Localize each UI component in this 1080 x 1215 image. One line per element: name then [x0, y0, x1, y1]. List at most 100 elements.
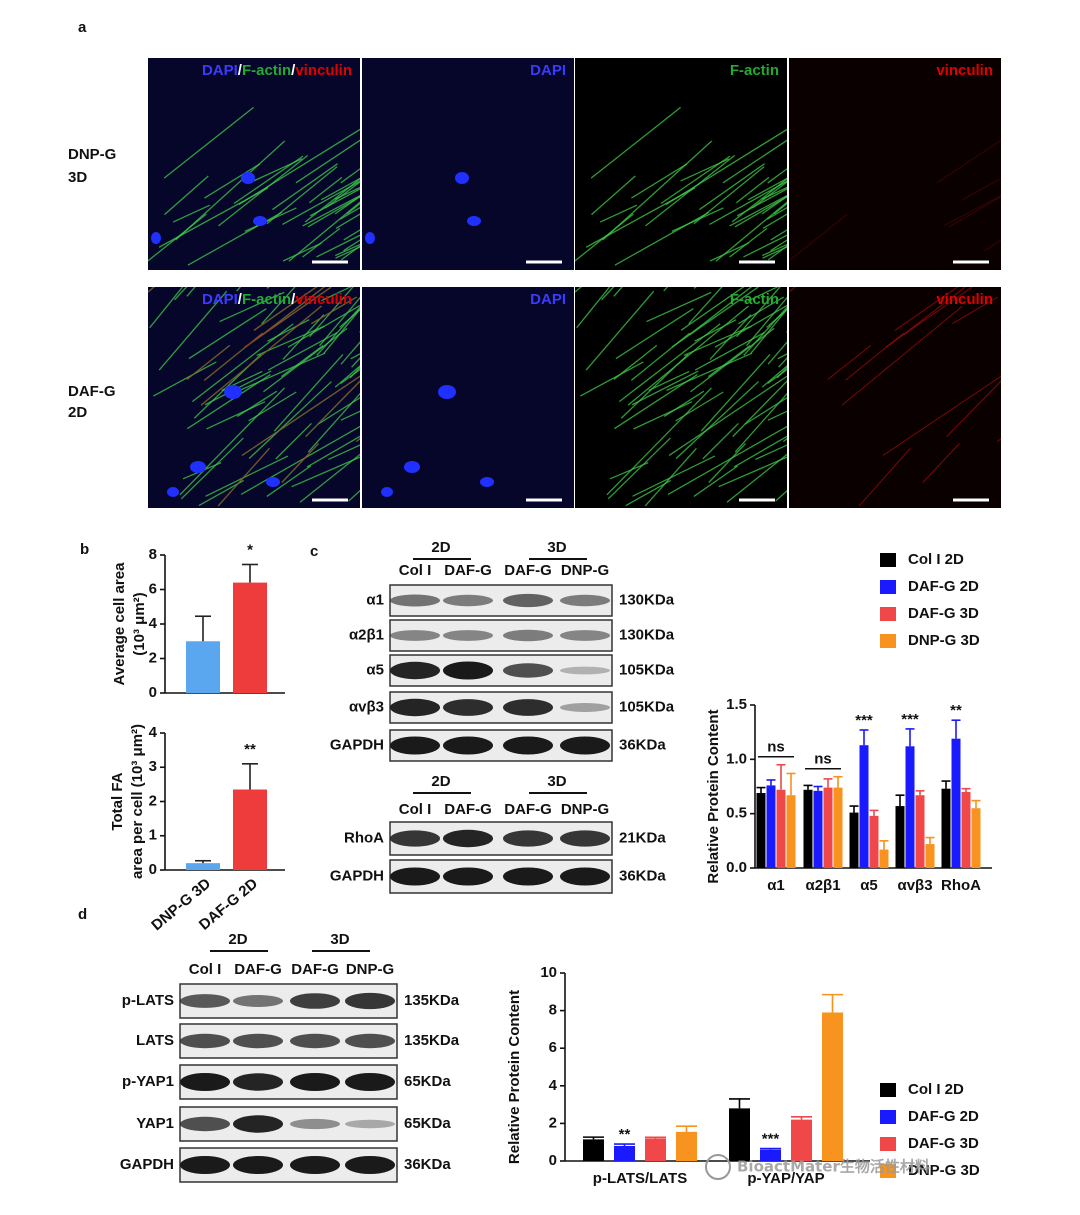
actin-fibre	[204, 163, 261, 199]
actin-fibre	[675, 381, 759, 459]
significance: **	[619, 1126, 631, 1143]
band	[560, 867, 610, 886]
micrograph: F-actin	[575, 58, 787, 270]
actin-fibre	[263, 327, 348, 393]
channel-label: F-actin	[730, 62, 779, 79]
vinculin-signal	[305, 380, 360, 437]
band	[345, 1073, 395, 1091]
y-tick-label: 6	[149, 580, 157, 597]
lane-label: Col I	[399, 562, 432, 579]
bar	[583, 1139, 604, 1161]
actin-fibre	[620, 353, 689, 419]
actin-fibre	[602, 140, 713, 241]
actin-fibre	[335, 246, 360, 259]
bar	[729, 1108, 750, 1161]
bar	[823, 787, 833, 868]
actin-fibre	[188, 308, 267, 360]
protein-label: α2β1	[349, 626, 384, 643]
band	[503, 699, 553, 716]
channel-label: DAPI	[530, 62, 566, 79]
bar	[676, 1131, 697, 1161]
y-tick-label: 2	[149, 792, 157, 809]
nucleus	[480, 477, 494, 487]
channel-label: F-actin	[730, 291, 779, 308]
micrograph: vinculin	[789, 287, 1001, 508]
vinculin-signal	[200, 305, 322, 406]
actin-fibre	[613, 373, 698, 430]
actin-fibre	[316, 234, 360, 258]
y-tick-label: 0	[149, 861, 157, 878]
actin-fibre	[239, 352, 326, 392]
protein-label: p-LATS	[122, 992, 174, 1009]
lane-label: DAF-G	[444, 562, 492, 579]
actin-fibre	[307, 392, 360, 453]
actin-fibre	[694, 331, 765, 371]
actin-fibre	[163, 106, 254, 179]
actin-fibre	[668, 375, 787, 456]
band	[390, 867, 440, 886]
legend-label: DAF-G 2D	[908, 578, 979, 595]
band	[443, 736, 493, 755]
micrograph: DAPI	[362, 58, 574, 270]
vinculin-signal	[241, 375, 360, 456]
actin-fibre	[606, 387, 712, 496]
vinculin-signal	[841, 305, 963, 406]
vinculin-signal	[952, 296, 998, 325]
actin-fibre	[755, 444, 787, 461]
size-label: 130KDa	[619, 626, 675, 643]
vinculin-signal	[253, 287, 318, 331]
actin-fibre	[205, 455, 289, 497]
vinculin-signal	[827, 344, 872, 380]
actin-fibre	[267, 331, 338, 371]
actin-fibre	[627, 305, 749, 406]
protein-label: αvβ3	[349, 698, 384, 715]
panel-label: d	[78, 906, 87, 923]
bar	[614, 1145, 635, 1161]
actin-fibre	[726, 453, 787, 503]
nucleus	[467, 216, 481, 226]
protein-label: RhoA	[344, 829, 384, 846]
band	[503, 736, 553, 755]
channel-label: DAPI/F-actin/vinculin	[202, 62, 352, 79]
actin-fibre	[736, 188, 787, 217]
actin-fibre	[309, 287, 354, 338]
actin-fibre	[328, 444, 360, 461]
x-tick-label: p-LATS/LATS	[593, 1170, 687, 1187]
lane-label: DAF-G	[504, 801, 552, 818]
vinculin-signal	[789, 213, 848, 262]
image-content	[789, 287, 1001, 507]
vinculin-signal	[984, 239, 1001, 252]
row-label: 2D	[68, 404, 87, 421]
y-tick-label: 1.5	[726, 696, 747, 713]
nucleus	[224, 385, 242, 399]
actin-fibre	[767, 245, 787, 261]
size-label: 135KDa	[404, 1032, 460, 1049]
bar	[971, 808, 981, 868]
actin-fibre	[752, 181, 787, 209]
actin-fibre	[770, 239, 787, 252]
channel-label: DAPI/F-actin/vinculin	[202, 291, 352, 308]
legend-label: DAF-G 2D	[908, 1108, 979, 1125]
actin-fibre	[302, 194, 360, 227]
y-axis-label: Relative Protein Content	[705, 709, 722, 883]
nucleus	[151, 232, 161, 244]
band	[180, 1156, 230, 1174]
bar	[915, 795, 925, 868]
y-tick-label: 0	[149, 684, 157, 701]
y-tick-label: 8	[549, 1002, 557, 1019]
actin-fibre	[299, 453, 360, 503]
band	[560, 630, 610, 641]
bar	[813, 790, 823, 868]
actin-fibre	[579, 361, 644, 397]
channel-name: vinculin	[295, 291, 352, 308]
channel-name: /	[238, 291, 243, 308]
size-label: 21KDa	[619, 829, 666, 846]
actin-fibre	[335, 213, 360, 229]
band	[290, 1073, 340, 1091]
channel-name: vinculin	[936, 291, 993, 308]
actin-fibre	[747, 287, 779, 302]
y-tick-label: 10	[540, 964, 557, 981]
actin-fibre	[699, 163, 765, 211]
channel-name: /	[238, 62, 243, 79]
image-background	[148, 287, 360, 508]
